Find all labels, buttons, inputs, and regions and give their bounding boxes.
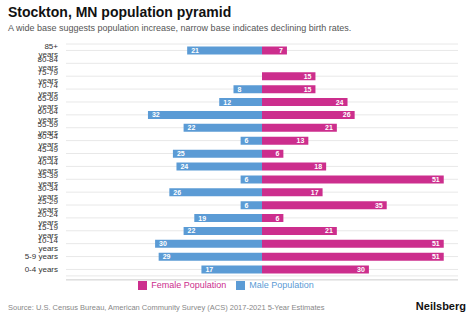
svg-text:25: 25 bbox=[177, 150, 185, 157]
svg-text:13: 13 bbox=[297, 137, 305, 144]
svg-text:6: 6 bbox=[275, 215, 279, 222]
svg-text:6: 6 bbox=[275, 150, 279, 157]
svg-text:21: 21 bbox=[325, 124, 333, 131]
svg-text:19: 19 bbox=[198, 215, 206, 222]
svg-text:18: 18 bbox=[314, 163, 322, 170]
svg-text:30: 30 bbox=[159, 240, 167, 247]
svg-text:24: 24 bbox=[336, 99, 344, 106]
svg-text:24: 24 bbox=[180, 163, 188, 170]
svg-text:22: 22 bbox=[188, 227, 196, 234]
svg-text:6: 6 bbox=[245, 137, 249, 144]
svg-text:15: 15 bbox=[304, 73, 312, 80]
svg-text:0-4 years: 0-4 years bbox=[25, 265, 58, 274]
svg-text:17: 17 bbox=[205, 266, 213, 273]
svg-text:8: 8 bbox=[237, 86, 241, 93]
svg-text:51: 51 bbox=[432, 253, 440, 260]
svg-text:12: 12 bbox=[223, 99, 231, 106]
svg-text:29: 29 bbox=[163, 253, 171, 260]
svg-text:26: 26 bbox=[173, 189, 181, 196]
svg-text:22: 22 bbox=[188, 124, 196, 131]
svg-text:51: 51 bbox=[432, 240, 440, 247]
svg-text:32: 32 bbox=[152, 111, 160, 118]
svg-text:21: 21 bbox=[191, 47, 199, 54]
svg-text:21: 21 bbox=[325, 227, 333, 234]
svg-text:51: 51 bbox=[432, 176, 440, 183]
svg-text:6: 6 bbox=[245, 202, 249, 209]
svg-text:17: 17 bbox=[311, 189, 319, 196]
svg-text:6: 6 bbox=[245, 176, 249, 183]
svg-text:15: 15 bbox=[304, 86, 312, 93]
svg-text:35: 35 bbox=[375, 202, 383, 209]
svg-text:26: 26 bbox=[343, 111, 351, 118]
svg-text:85+years: 85+years bbox=[38, 42, 58, 59]
svg-text:30: 30 bbox=[357, 266, 365, 273]
svg-text:7: 7 bbox=[279, 47, 283, 54]
svg-text:5-9 years: 5-9 years bbox=[25, 252, 58, 261]
